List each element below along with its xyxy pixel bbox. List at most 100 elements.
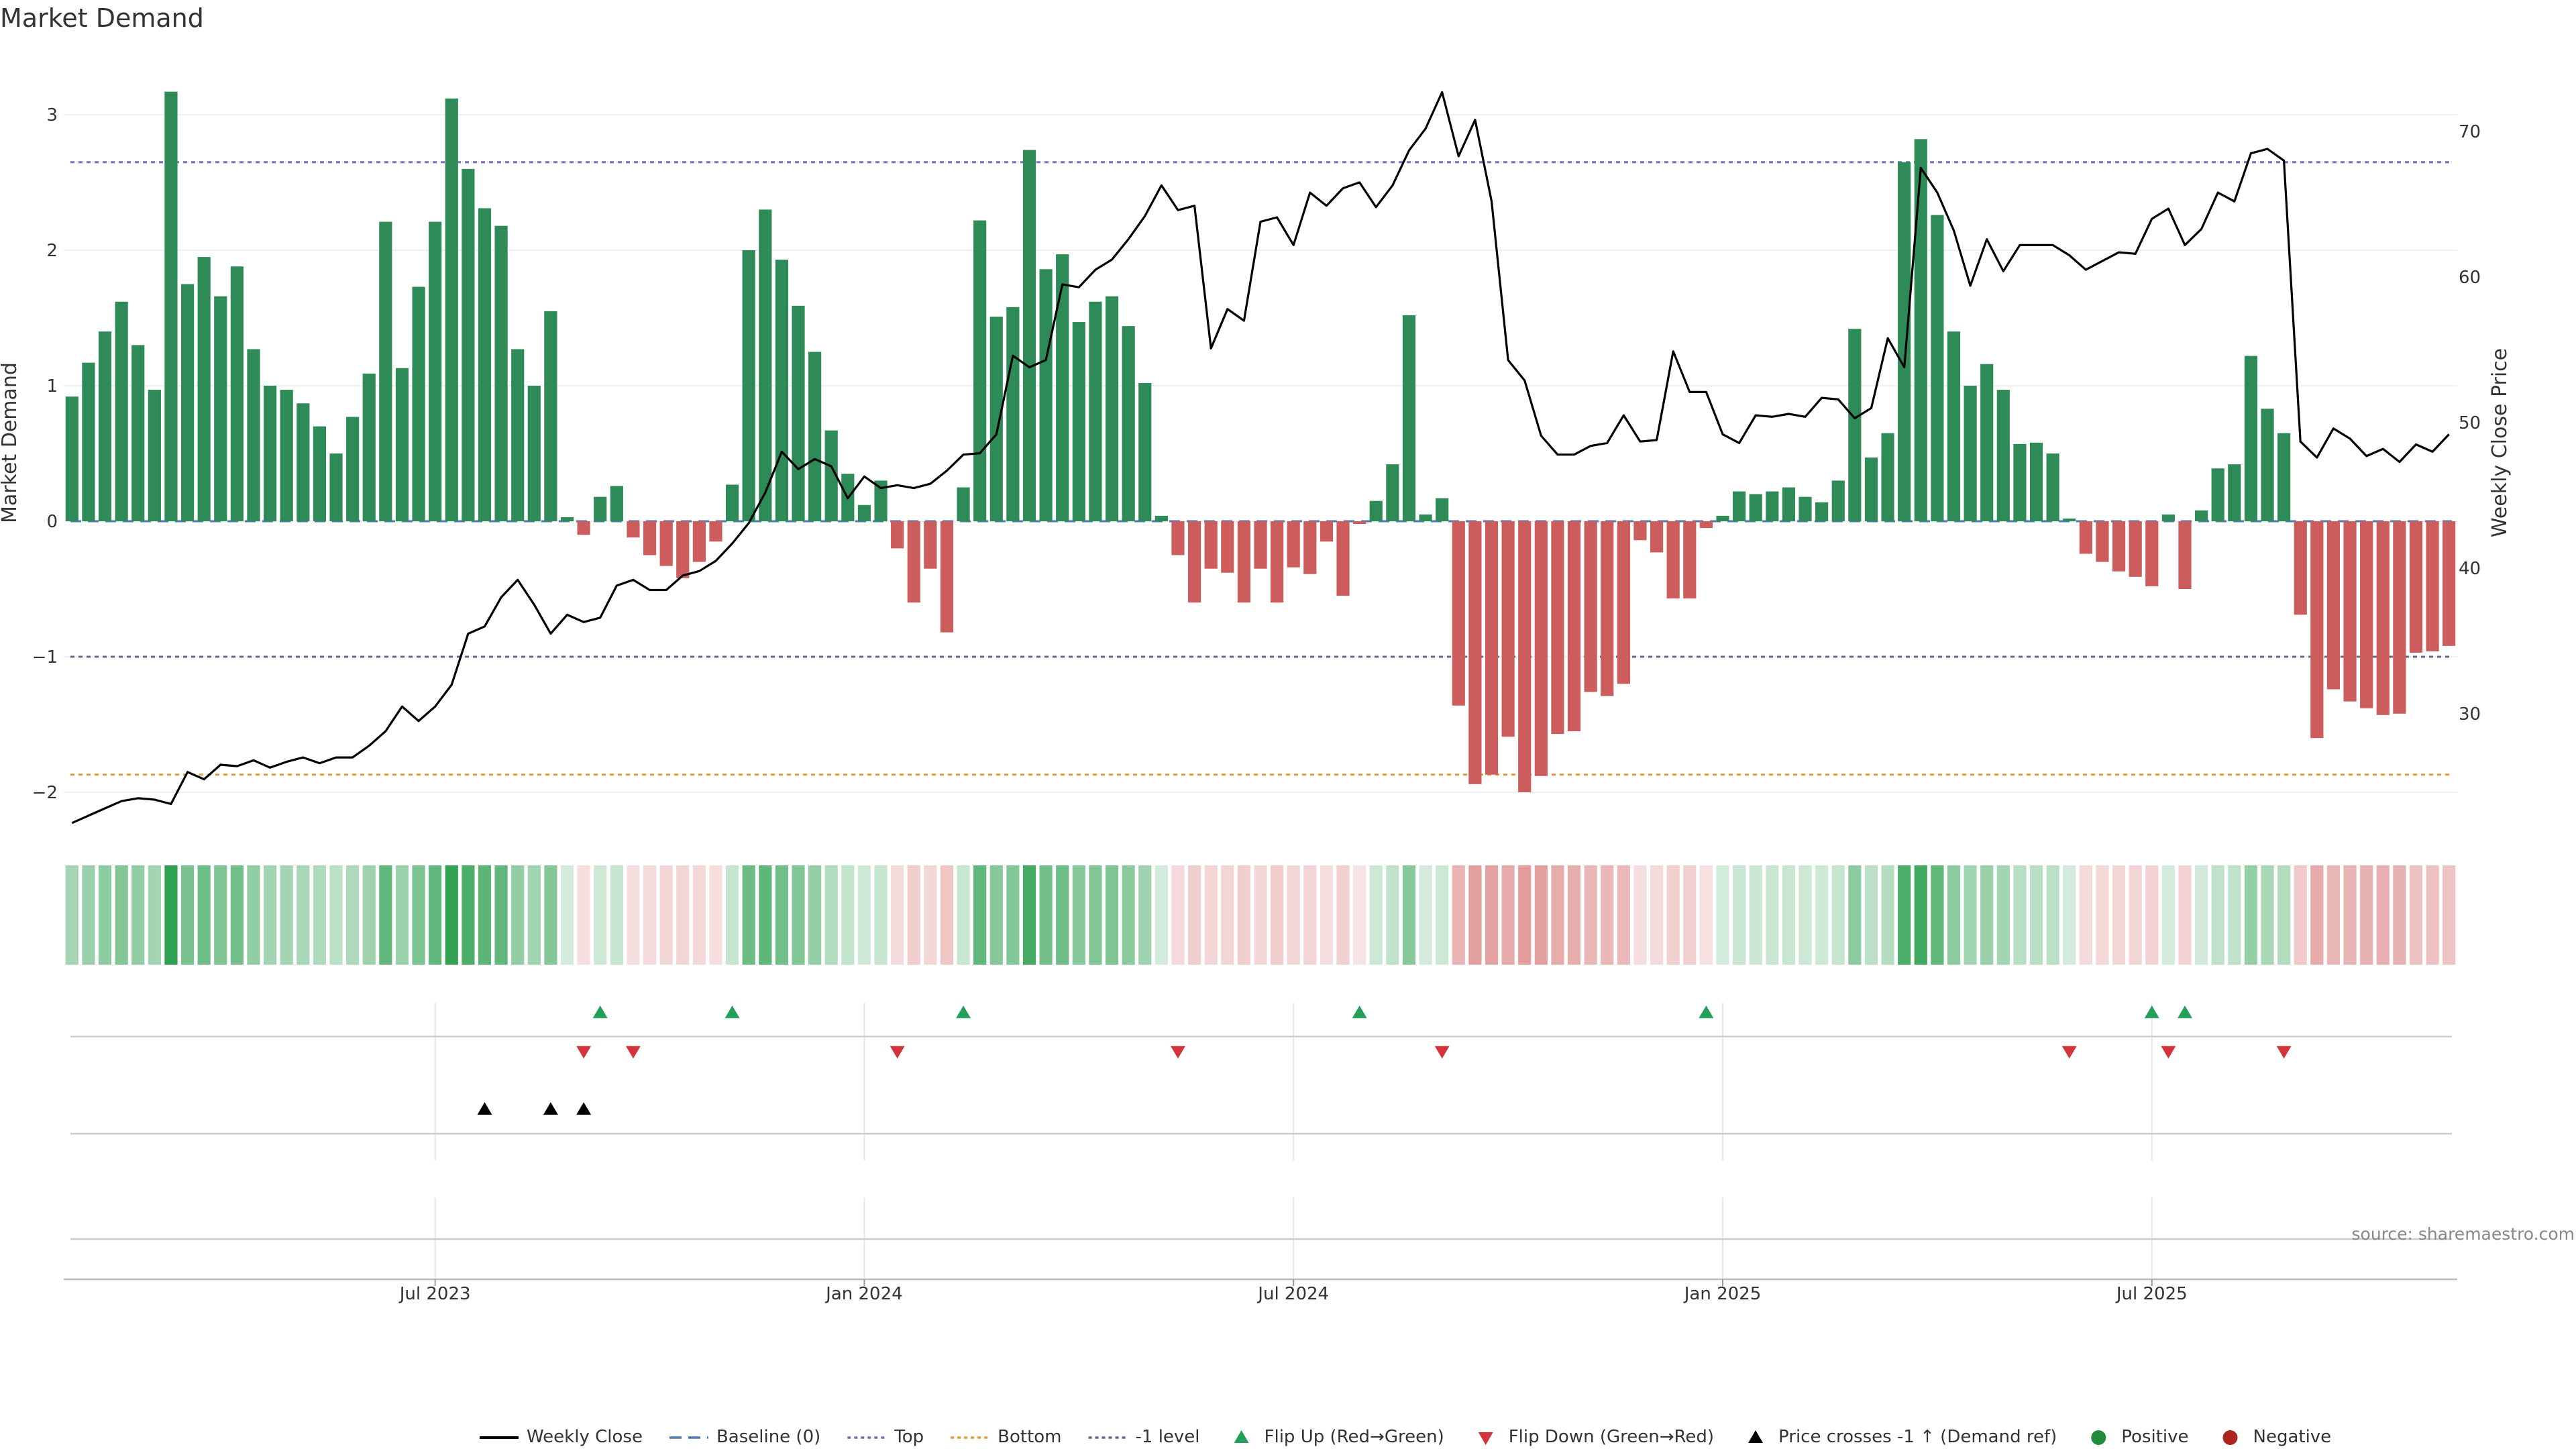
heat-cell: [1551, 865, 1564, 965]
heat-cell: [263, 865, 277, 965]
heat-cell: [297, 865, 310, 965]
y-axis-ticks: 3 2 1 0 −1 −2: [32, 105, 58, 803]
demand-bar: [1138, 382, 1152, 521]
heat-cell: [2310, 865, 2324, 965]
demand-bar: [1056, 254, 1069, 521]
heat-cell: [989, 865, 1003, 965]
heat-cell: [2129, 865, 2142, 965]
demand-bar: [676, 521, 690, 578]
heat-cell: [1271, 865, 1284, 965]
demand-bar: [594, 496, 607, 521]
legend-label: Baseline (0): [716, 1427, 820, 1447]
heat-cell: [808, 865, 822, 965]
legend-swatch-triangle: [1478, 1432, 1493, 1445]
heat-cell: [1254, 865, 1267, 965]
demand-bar: [742, 250, 755, 521]
heat-cell: [1716, 865, 1729, 965]
demand-bar: [2409, 521, 2423, 653]
heat-cell: [1534, 865, 1548, 965]
demand-bar: [280, 390, 293, 521]
heat-cell: [329, 865, 343, 965]
demand-bar: [1501, 521, 1515, 737]
price-cross-marker: [543, 1102, 558, 1115]
heat-cell: [82, 865, 95, 965]
demand-bar: [2228, 464, 2241, 521]
legend-item: -1 level: [1088, 1427, 1200, 1447]
demand-bar: [1864, 458, 1878, 521]
legend-label: Top: [894, 1427, 924, 1447]
heat-cell: [346, 865, 360, 965]
demand-bar: [2443, 521, 2456, 646]
reference-lines: [70, 161, 2452, 776]
demand-bar: [989, 316, 1003, 521]
heat-cell: [973, 865, 987, 965]
heat-cell: [395, 865, 409, 965]
demand-bar: [2211, 468, 2224, 521]
demand-bar: [1369, 500, 1383, 521]
demand-bar: [1551, 521, 1564, 735]
y2-tick-label: 50: [2459, 413, 2481, 433]
heat-cell: [1402, 865, 1416, 965]
y2-tick-label: 40: [2459, 559, 2481, 579]
y-tick-label: 1: [46, 376, 58, 396]
demand-bar: [1336, 521, 1350, 596]
demand-bar: [1831, 480, 1845, 521]
demand-bar: [462, 168, 475, 522]
legend-label: -1 level: [1136, 1427, 1200, 1447]
heat-cell: [907, 865, 920, 965]
heat-cell: [775, 865, 788, 965]
demand-bar: [395, 368, 409, 521]
demand-bar: [808, 352, 822, 521]
demand-bar: [2096, 521, 2109, 562]
demand-bar: [164, 91, 178, 521]
heat-cell: [857, 865, 871, 965]
heat-cell: [230, 865, 244, 965]
heat-cell: [1914, 865, 1927, 965]
heat-cell: [214, 865, 227, 965]
demand-bar: [907, 521, 920, 603]
heat-cell: [676, 865, 690, 965]
heat-cell: [280, 865, 293, 965]
demand-bar: [1666, 521, 1680, 599]
demand-bar: [379, 221, 392, 521]
heat-cell: [1089, 865, 1102, 965]
demand-bar: [2261, 409, 2274, 521]
demand-bar: [1468, 521, 1482, 784]
flip-down-marker: [625, 1046, 641, 1059]
heat-cell: [1898, 865, 1911, 965]
heat-cell: [115, 865, 128, 965]
demand-bar: [2013, 443, 2027, 521]
y-tick-label: −2: [32, 783, 58, 803]
legend-item: Weekly Close: [480, 1427, 643, 1447]
heat-cell: [1766, 865, 1779, 965]
heat-cell: [148, 865, 161, 965]
demand-bar: [1518, 521, 1532, 792]
x-tick-label: Jan 2025: [1683, 1284, 1762, 1304]
heat-cell: [2079, 865, 2092, 965]
demand-bar: [1601, 521, 1614, 696]
y2-axis-ticks: 70 60 50 40 30: [2459, 122, 2481, 724]
heat-cell: [2178, 865, 2192, 965]
flip-up-marker: [2144, 1006, 2159, 1018]
heat-cell: [2343, 865, 2357, 965]
demand-bar: [2145, 521, 2159, 586]
heat-cell: [924, 865, 937, 965]
demand-bar: [412, 286, 425, 521]
heat-cell: [1237, 865, 1250, 965]
demand-bar: [1353, 521, 1366, 525]
demand-bar: [2063, 518, 2076, 521]
heat-cell: [2096, 865, 2109, 965]
heat-cell: [1864, 865, 1878, 965]
heat-cell: [362, 865, 376, 965]
legend: Weekly Close Baseline (0) Top Bottom -1 leve…: [480, 1427, 2331, 1447]
heat-cell: [1468, 865, 1482, 965]
demand-bar: [1452, 521, 1465, 706]
flip-down-marker: [2161, 1046, 2176, 1059]
legend-label: Positive: [2121, 1427, 2188, 1447]
heat-cell: [1187, 865, 1201, 965]
price-cross-marker: [477, 1102, 492, 1115]
demand-bar: [1105, 296, 1119, 521]
demand-bar: [329, 453, 343, 521]
x-tick-label: Jan 2024: [824, 1284, 903, 1304]
